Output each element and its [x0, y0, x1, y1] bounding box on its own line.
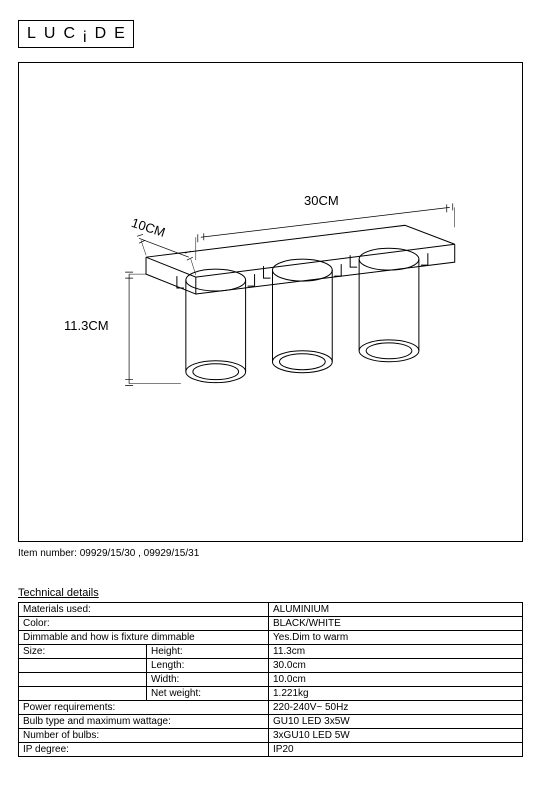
numbulbs-value: 3xGU10 LED 5W [269, 729, 523, 743]
table-row: Dimmable and how is fixture dimmable Yes… [19, 631, 523, 645]
table-row: Net weight: 1.221kg [19, 687, 523, 701]
bulb-label: Bulb type and maximum wattage: [19, 715, 269, 729]
table-row: Width: 10.0cm [19, 673, 523, 687]
table-row: Color: BLACK/WHITE [19, 617, 523, 631]
width-value: 10.0cm [269, 673, 523, 687]
color-value: BLACK/WHITE [269, 617, 523, 631]
ip-value: IP20 [269, 743, 523, 757]
table-row: Size: Height: 11.3cm [19, 645, 523, 659]
table-row: Power requirements: 220-240V~ 50Hz [19, 701, 523, 715]
table-row: IP degree: IP20 [19, 743, 523, 757]
materials-value: ALUMINIUM [269, 603, 523, 617]
product-drawing [19, 63, 522, 541]
materials-label: Materials used: [19, 603, 269, 617]
technical-details-title: Technical details [18, 587, 523, 599]
length-label: Length: [147, 659, 269, 673]
dimmable-label: Dimmable and how is fixture dimmable [19, 631, 269, 645]
netweight-value: 1.221kg [269, 687, 523, 701]
drawing-frame: 30CM 10CM 11.3CM [18, 62, 523, 542]
item-number-value: 09929/15/30 , 09929/15/31 [80, 548, 200, 559]
length-value: 30.0cm [269, 659, 523, 673]
power-value: 220-240V~ 50Hz [269, 701, 523, 715]
netweight-label: Net weight: [147, 687, 269, 701]
bulb-value: GU10 LED 3x5W [269, 715, 523, 729]
height-label: Height: [147, 645, 269, 659]
width-label: Width: [147, 673, 269, 687]
item-number: Item number: 09929/15/30 , 09929/15/31 [18, 548, 523, 559]
logo: LUCiDE [18, 20, 134, 48]
table-row: Length: 30.0cm [19, 659, 523, 673]
size-label: Size: [19, 645, 147, 659]
table-row: Number of bulbs: 3xGU10 LED 5W [19, 729, 523, 743]
table-row: Materials used: ALUMINIUM [19, 603, 523, 617]
power-label: Power requirements: [19, 701, 269, 715]
ip-label: IP degree: [19, 743, 269, 757]
spec-table: Materials used: ALUMINIUM Color: BLACK/W… [18, 602, 523, 757]
height-value: 11.3cm [269, 645, 523, 659]
dimmable-value: Yes.Dim to warm [269, 631, 523, 645]
color-label: Color: [19, 617, 269, 631]
numbulbs-label: Number of bulbs: [19, 729, 269, 743]
dim-30cm-label: 30CM [304, 193, 339, 208]
table-row: Bulb type and maximum wattage: GU10 LED … [19, 715, 523, 729]
dim-height-label: 11.3CM [64, 318, 109, 333]
item-number-label: Item number: [18, 548, 77, 559]
